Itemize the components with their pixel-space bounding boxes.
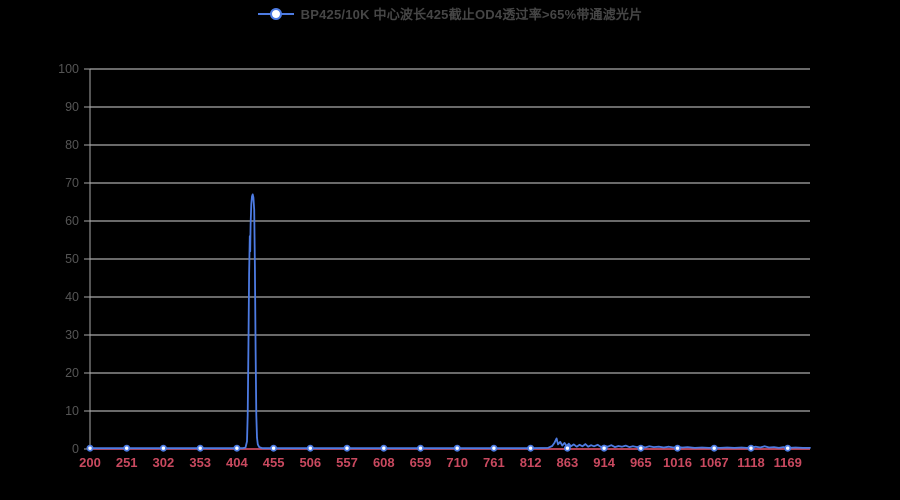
x-axis-label: 1118	[737, 455, 765, 470]
x-axis-label: 404	[226, 455, 248, 470]
x-axis-label: 812	[520, 455, 542, 470]
series-point-marker	[710, 444, 718, 452]
series-point-marker	[527, 444, 535, 452]
y-axis-label: 90	[65, 100, 79, 114]
series-point-marker	[784, 444, 792, 452]
series-point-marker	[637, 444, 645, 452]
legend[interactable]: BP425/10K 中心波长425截止OD4透过率>65%带通滤光片	[0, 4, 900, 23]
series-point-marker	[600, 444, 608, 452]
x-axis-label: 914	[593, 455, 615, 470]
x-axis-label: 251	[116, 455, 138, 470]
y-axis-label: 80	[65, 138, 79, 152]
legend-circle	[269, 7, 282, 20]
series-point-marker	[196, 444, 204, 452]
series-line	[89, 193, 811, 450]
series-point-marker	[306, 444, 314, 452]
y-axis-label: 10	[65, 404, 79, 418]
series-point-marker	[563, 444, 571, 452]
x-axis-label: 608	[373, 455, 395, 470]
legend-line-circle-icon	[257, 7, 294, 20]
x-axis-label: 557	[336, 455, 358, 470]
x-axis-label: 200	[79, 455, 101, 470]
x-axis-label: 710	[446, 455, 468, 470]
y-axis-label: 70	[65, 176, 79, 190]
series-point-marker	[490, 444, 498, 452]
y-axis-label: 30	[65, 328, 79, 342]
y-axis-label: 20	[65, 366, 79, 380]
x-axis-label: 1016	[663, 455, 692, 470]
y-axis-label: 0	[72, 442, 79, 456]
x-axis-label: 965	[630, 455, 652, 470]
legend-label: BP425/10K 中心波长425截止OD4透过率>65%带通滤光片	[300, 7, 643, 22]
x-axis-label: 506	[299, 455, 321, 470]
series-point-marker	[159, 444, 167, 452]
series-point-marker	[343, 444, 351, 452]
series-point-marker	[380, 444, 388, 452]
series-point-marker	[453, 444, 461, 452]
series-point-marker	[86, 444, 94, 452]
x-axis-label: 761	[483, 455, 505, 470]
y-axis-label: 50	[65, 252, 79, 266]
x-axis-label: 863	[557, 455, 579, 470]
series-point-marker	[747, 444, 755, 452]
y-axis-label: 40	[65, 290, 79, 304]
x-axis-label: 302	[153, 455, 175, 470]
x-axis-label: 1169	[774, 455, 802, 470]
x-axis-label: 1067	[700, 455, 729, 470]
x-axis-label: 455	[263, 455, 285, 470]
x-axis-label: 353	[189, 455, 211, 470]
series-point-marker	[123, 444, 131, 452]
series-point-marker	[674, 444, 682, 452]
x-axis-label: 659	[410, 455, 432, 470]
series-point-marker	[233, 444, 241, 452]
series-point-marker	[416, 444, 424, 452]
series-point-marker	[270, 444, 278, 452]
y-axis-label: 100	[58, 62, 79, 76]
y-axis-label: 60	[65, 214, 79, 228]
